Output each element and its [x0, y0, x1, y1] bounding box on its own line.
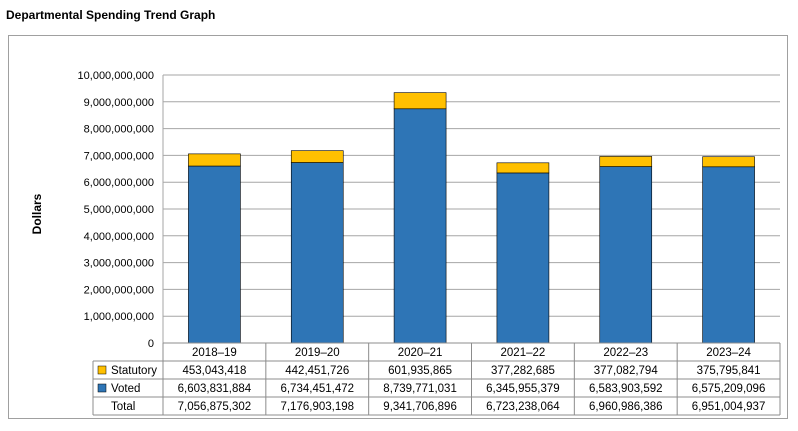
- bar-voted: [599, 166, 653, 344]
- table-cell-total: 7,056,875,302: [178, 401, 252, 413]
- table-cell-voted: 6,603,831,884: [178, 383, 252, 395]
- y-tick-label: 1,000,000,000: [84, 311, 154, 323]
- page-title: Departmental Spending Trend Graph: [6, 8, 216, 22]
- table-row-label-total: Total: [111, 401, 135, 413]
- bar-voted: [496, 172, 550, 344]
- bar-statutory: [393, 92, 447, 110]
- y-tick-label: 10,000,000,000: [78, 70, 154, 82]
- bar-voted: [290, 162, 344, 344]
- y-tick-label: 9,000,000,000: [84, 97, 154, 109]
- table-cell-statutory: 377,082,794: [594, 365, 659, 377]
- table-cell-total: 6,960,986,386: [589, 401, 663, 413]
- x-category-label: 2018–19: [192, 347, 237, 359]
- chart-frame: [8, 35, 788, 419]
- y-tick-label: 8,000,000,000: [84, 124, 154, 136]
- table-cell-voted: 6,575,209,096: [692, 383, 766, 395]
- y-tick-label: 3,000,000,000: [84, 258, 154, 270]
- y-axis-label: Dollars: [30, 193, 44, 234]
- y-tick-label: 5,000,000,000: [84, 204, 154, 216]
- legend-swatch-voted: [97, 383, 107, 393]
- table-cell-statutory: 377,282,685: [491, 365, 555, 377]
- table-cell-total: 6,951,004,937: [692, 401, 766, 413]
- table-cell-statutory: 601,935,865: [388, 365, 452, 377]
- legend-swatch-statutory: [97, 365, 107, 375]
- bar-voted: [702, 166, 755, 344]
- table-cell-voted: 6,734,451,472: [280, 383, 354, 395]
- table-cell-statutory: 442,451,726: [285, 365, 349, 377]
- x-category-label: 2022–23: [603, 347, 648, 359]
- bar-statutory: [496, 162, 550, 174]
- table-row-label-statutory: Statutory: [111, 365, 157, 377]
- y-tick-label: 0: [148, 338, 154, 350]
- y-tick-label: 2,000,000,000: [84, 284, 154, 296]
- bar-statutory: [188, 153, 241, 167]
- x-category-label: 2023–24: [706, 347, 751, 359]
- x-category-label: 2020–21: [398, 347, 443, 359]
- table-cell-voted: 6,583,903,592: [589, 383, 663, 395]
- x-category-label: 2019–20: [295, 347, 340, 359]
- bar-statutory: [290, 150, 344, 163]
- table-cell-total: 6,723,238,064: [486, 401, 560, 413]
- table-cell-total: 9,341,706,896: [383, 401, 457, 413]
- bar-statutory: [599, 156, 653, 167]
- table-cell-total: 7,176,903,198: [280, 401, 354, 413]
- table-row-label-voted: Voted: [111, 383, 140, 395]
- table-cell-statutory: 453,043,418: [182, 365, 246, 377]
- table-cell-voted: 8,739,771,031: [383, 383, 457, 395]
- y-tick-label: 7,000,000,000: [84, 150, 154, 162]
- bar-voted: [188, 165, 241, 344]
- y-tick-label: 6,000,000,000: [84, 177, 154, 189]
- table-cell-statutory: 375,795,841: [697, 365, 761, 377]
- bar-voted: [393, 108, 447, 344]
- y-tick-label: 4,000,000,000: [84, 231, 154, 243]
- x-category-label: 2021–22: [501, 347, 546, 359]
- bar-statutory: [702, 156, 755, 168]
- table-cell-voted: 6,345,955,379: [486, 383, 560, 395]
